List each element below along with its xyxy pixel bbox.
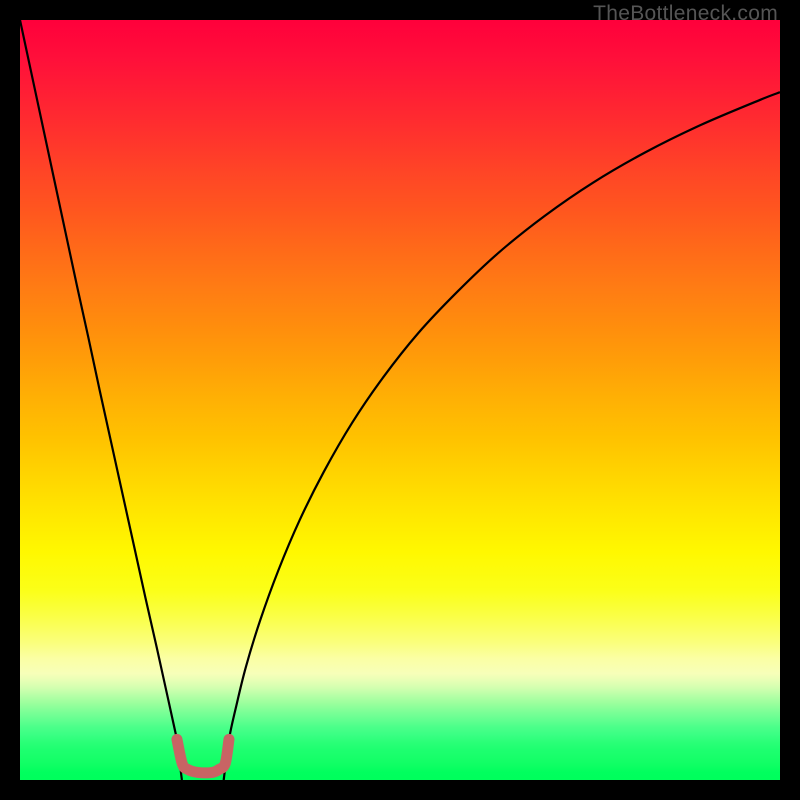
curve-layer: [20, 20, 780, 780]
valley-marker: [177, 739, 229, 772]
watermark-text: TheBottleneck.com: [593, 2, 778, 26]
left-curve-line: [20, 20, 182, 780]
right-curve-line: [224, 92, 780, 780]
plot-area: [20, 20, 780, 780]
